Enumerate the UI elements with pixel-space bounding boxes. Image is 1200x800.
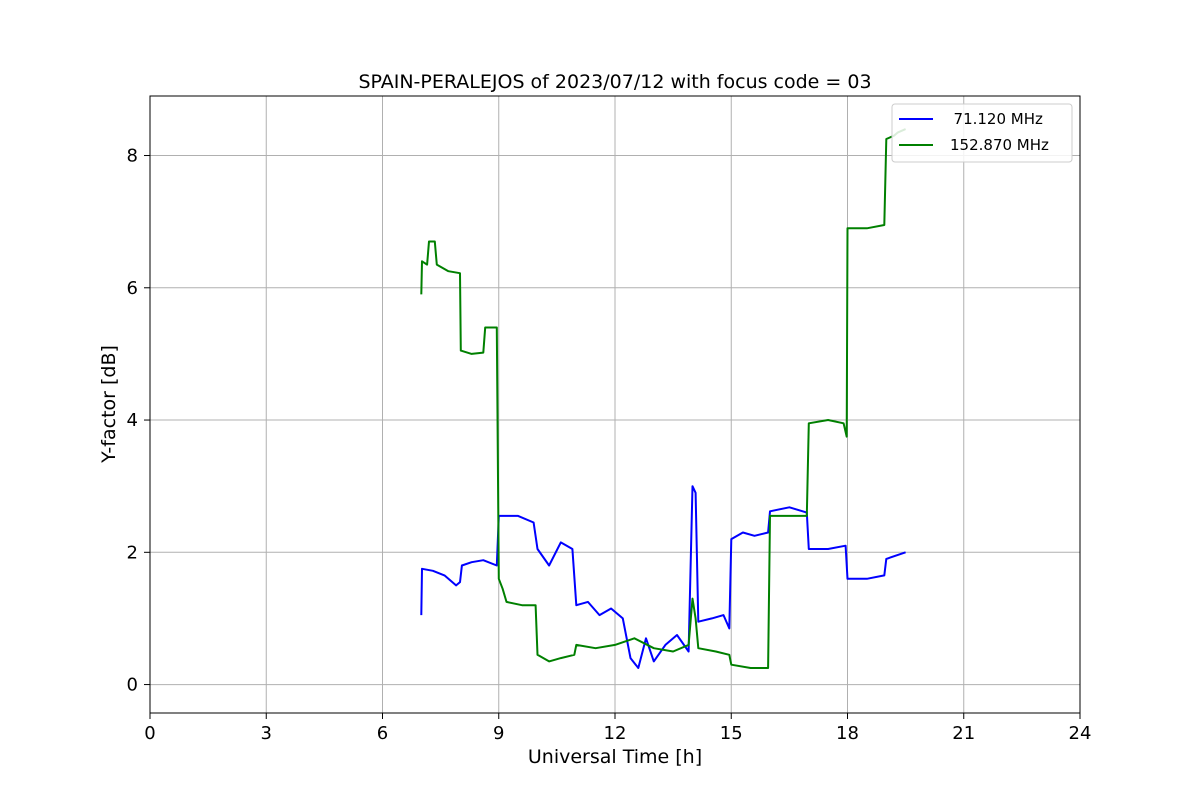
x-axis-label: Universal Time [h] — [528, 746, 702, 768]
x-tick-label: 24 — [1069, 723, 1092, 744]
y-tick-label: 0 — [127, 675, 138, 696]
legend-box — [891, 103, 1073, 163]
y-tick-label: 6 — [127, 278, 138, 299]
legend-label-71mhz: 71.120 MHz — [944, 110, 1043, 128]
series-line-0 — [420, 485, 906, 669]
legend: 71.120 MHz 152.870 MHz — [891, 103, 1073, 163]
x-tick-label: 6 — [377, 723, 388, 744]
x-tick-label: 9 — [493, 723, 504, 744]
x-tick-label: 3 — [261, 723, 272, 744]
legend-label-152mhz: 152.870 MHz — [950, 136, 1049, 154]
x-tick-label: 0 — [144, 723, 155, 744]
series-layer — [420, 128, 906, 669]
y-axis-label: Y-factor [dB] — [98, 345, 120, 464]
x-tick-label: 12 — [604, 723, 627, 744]
y-tick-label: 2 — [127, 542, 138, 563]
x-tick-label: 18 — [836, 723, 859, 744]
x-tick-label: 21 — [952, 723, 975, 744]
chart-title: SPAIN-PERALEJOS of 2023/07/12 with focus… — [358, 71, 871, 93]
y-tick-label: 8 — [127, 146, 138, 167]
series-line-1 — [420, 128, 906, 669]
grid — [149, 96, 1081, 713]
y-tick-label: 4 — [127, 410, 138, 431]
x-tick-label: 15 — [720, 723, 743, 744]
